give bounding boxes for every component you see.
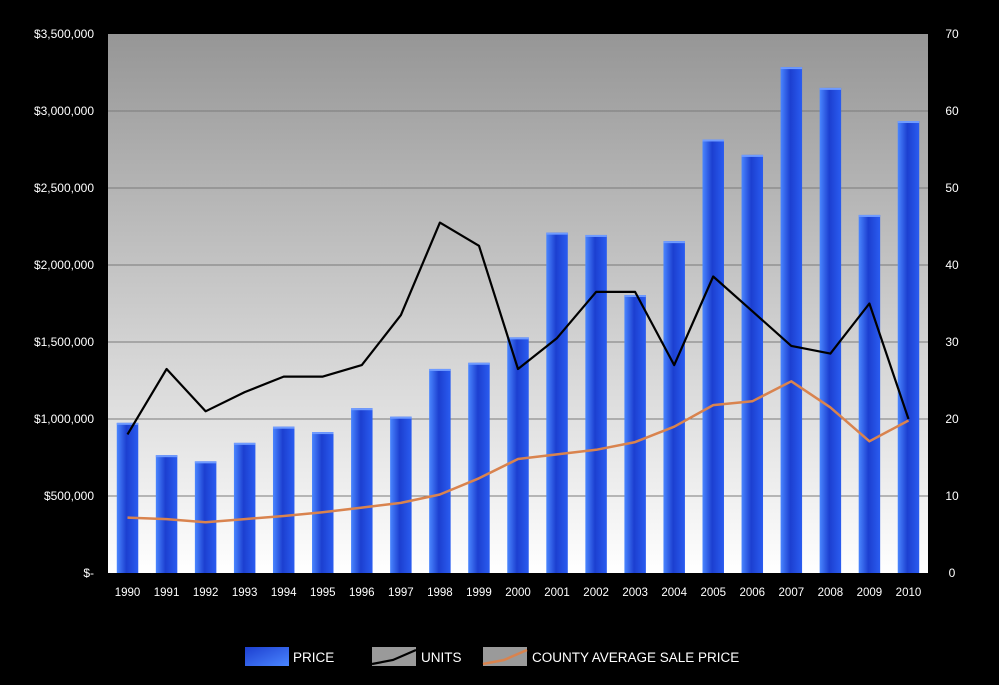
x-tick-label: 1994 xyxy=(271,587,297,599)
price-bar xyxy=(663,241,685,573)
x-tick-label: 1991 xyxy=(154,587,180,599)
legend-county-line xyxy=(482,648,528,666)
x-tick-label: 2002 xyxy=(583,587,609,599)
price-bar xyxy=(897,121,920,573)
price-bar xyxy=(468,362,490,573)
left-tick-label: $2,000,000 xyxy=(34,258,94,272)
price-bar-highlight xyxy=(780,67,803,70)
price-bar xyxy=(702,139,724,574)
price-bar xyxy=(390,416,412,573)
price-bar xyxy=(585,234,607,573)
price-bars xyxy=(116,67,920,574)
price-bar xyxy=(351,408,373,573)
x-tick-label: 1998 xyxy=(427,587,453,599)
price-bar-highlight xyxy=(819,87,842,90)
price-bar-highlight xyxy=(116,422,139,425)
x-tick-label: 1992 xyxy=(193,587,219,599)
x-tick-label: 2004 xyxy=(661,587,687,599)
right-tick-label: 20 xyxy=(945,412,959,426)
price-bar-highlight xyxy=(312,432,334,435)
price-bar xyxy=(233,442,256,573)
legend-county-label: COUNTY AVERAGE SALE PRICE xyxy=(532,650,739,665)
price-bar xyxy=(780,67,803,574)
left-tick-label: $- xyxy=(83,566,94,580)
price-bar-highlight xyxy=(702,139,724,142)
price-bar-highlight xyxy=(741,154,764,157)
left-tick-label: $1,500,000 xyxy=(34,335,94,349)
right-tick-label: 0 xyxy=(949,566,956,580)
x-tick-label: 2007 xyxy=(779,587,805,599)
price-bar-highlight xyxy=(507,337,529,340)
x-tick-label: 1997 xyxy=(388,587,414,599)
price-bar-highlight xyxy=(663,241,685,244)
price-bar-highlight xyxy=(272,426,295,429)
legend: PRICE UNITS COUNTY AVERAGE SALE PRICE xyxy=(245,647,739,666)
left-tick-label: $500,000 xyxy=(44,489,94,503)
left-tick-label: $3,500,000 xyxy=(34,27,94,41)
price-bar xyxy=(429,368,451,573)
x-tick-label: 2003 xyxy=(622,587,648,599)
x-tick-label: 2009 xyxy=(857,587,883,599)
x-tick-label: 1990 xyxy=(115,587,141,599)
x-tick-label: 1993 xyxy=(232,587,258,599)
left-tick-label: $3,000,000 xyxy=(34,104,94,118)
legend-units-line xyxy=(371,648,417,666)
right-tick-label: 10 xyxy=(945,489,959,503)
price-bar xyxy=(155,455,178,573)
price-bar-highlight xyxy=(585,234,607,237)
price-bar xyxy=(194,461,217,573)
price-bar xyxy=(546,232,568,573)
price-bar xyxy=(116,422,139,573)
right-axis-ticks: 0 10 20 30 40 50 60 70 xyxy=(945,27,959,580)
x-tick-label: 1995 xyxy=(310,587,336,599)
right-tick-label: 30 xyxy=(945,335,959,349)
price-bar-highlight xyxy=(429,368,451,371)
price-bar xyxy=(312,432,334,573)
price-bar-highlight xyxy=(897,121,920,124)
x-tick-label: 2000 xyxy=(505,587,531,599)
x-axis-ticks: 1990 1991 1992 1993 1994 1995 1996 1997 1998 1999… xyxy=(115,587,922,599)
x-tick-label: 2010 xyxy=(896,587,922,599)
price-bar-highlight xyxy=(624,295,646,298)
x-tick-label: 2008 xyxy=(818,587,844,599)
price-bar xyxy=(624,295,646,573)
price-bar-highlight xyxy=(546,232,568,235)
price-bar-highlight xyxy=(155,455,178,458)
x-tick-label: 2001 xyxy=(544,587,570,599)
left-tick-label: $2,500,000 xyxy=(34,181,94,195)
right-tick-label: 40 xyxy=(945,258,959,272)
x-tick-label: 1996 xyxy=(349,587,375,599)
left-tick-label: $1,000,000 xyxy=(34,412,94,426)
county-average-line xyxy=(127,380,910,524)
x-tick-label: 2005 xyxy=(700,587,726,599)
left-axis-ticks: $- $500,000 $1,000,000 $1,500,000 $2,000,000… xyxy=(34,27,94,580)
price-bar-highlight xyxy=(194,461,217,464)
legend-price-label: PRICE xyxy=(293,650,334,665)
price-bar-highlight xyxy=(468,362,490,365)
price-bar xyxy=(858,214,881,573)
price-bar xyxy=(741,154,764,573)
price-bar-highlight xyxy=(858,214,881,217)
price-bar-highlight xyxy=(233,442,256,445)
right-tick-label: 50 xyxy=(945,181,959,195)
series-lines xyxy=(126,221,910,524)
price-bar-highlight xyxy=(390,416,412,419)
price-bar-highlight xyxy=(351,408,373,411)
legend-price-swatch xyxy=(245,647,289,666)
price-bar xyxy=(272,426,295,573)
x-tick-label: 1999 xyxy=(466,587,492,599)
right-tick-label: 70 xyxy=(945,27,959,41)
legend-units-label: UNITS xyxy=(421,650,462,665)
right-tick-label: 60 xyxy=(945,104,959,118)
price-bar xyxy=(819,87,842,574)
x-tick-label: 2006 xyxy=(739,587,765,599)
price-bar xyxy=(507,337,529,573)
units-line xyxy=(126,221,910,435)
